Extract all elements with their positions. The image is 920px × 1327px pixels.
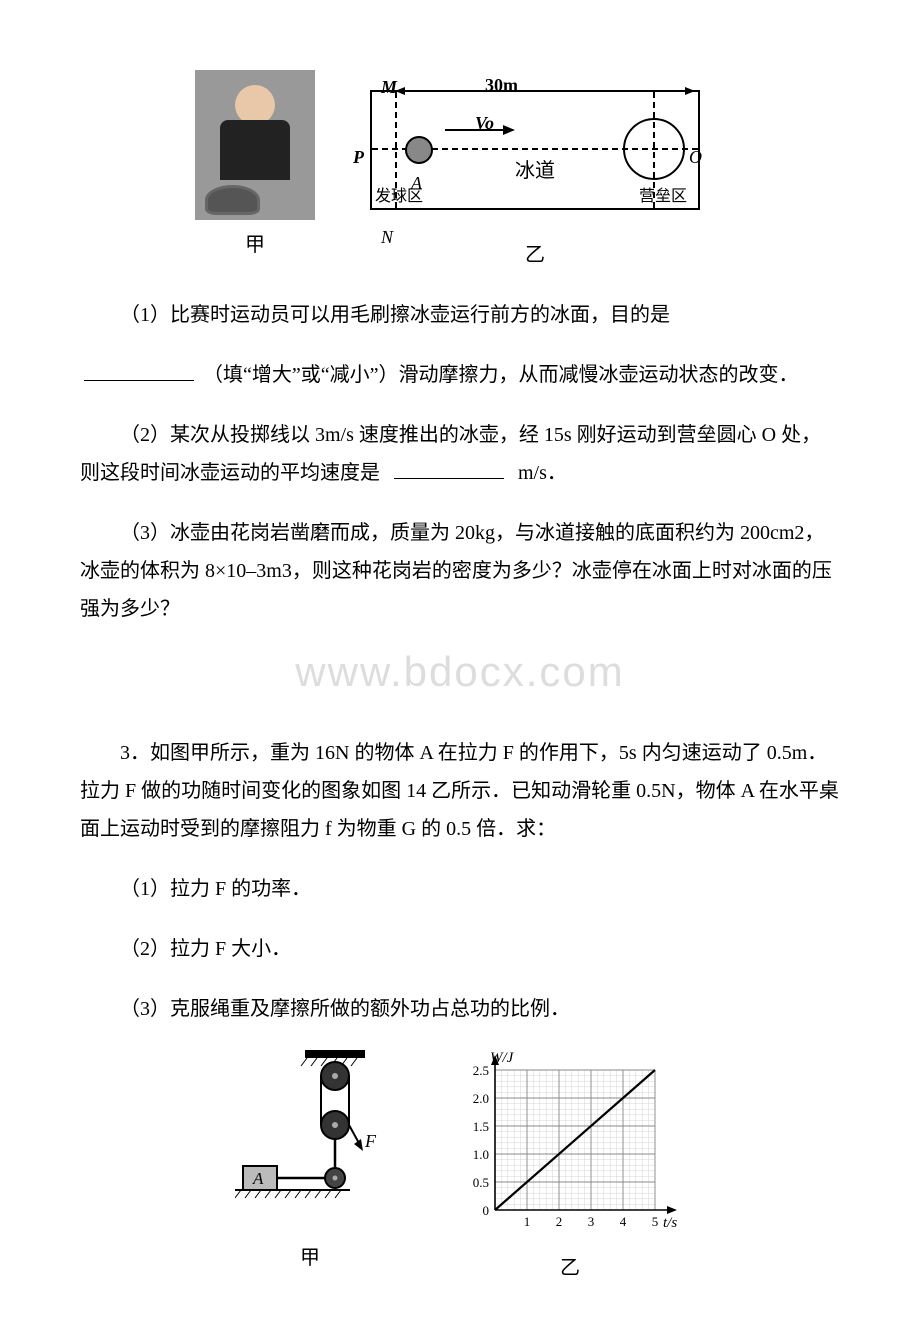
svg-text:1.5: 1.5 [473, 1119, 489, 1134]
work-time-graph: W/J 00.51.01.52.02.5 12345 t/s [455, 1050, 685, 1230]
label-o: O [689, 140, 702, 174]
pulley-diagram: F A [235, 1050, 385, 1220]
curling-stone-icon [405, 136, 433, 164]
ice-track-text: 冰道 [515, 152, 555, 190]
svg-text:4: 4 [620, 1214, 627, 1229]
q2-p2-unit: m/s． [518, 462, 567, 484]
svg-text:2.0: 2.0 [473, 1091, 489, 1106]
camp-text: 营垒区 [639, 182, 687, 212]
pulley-column: F A 甲 [235, 1050, 385, 1277]
caption-yi: 乙 [345, 236, 725, 274]
x-axis-label: t/s [663, 1215, 677, 1230]
watermark-text: www.bdocx.com [80, 632, 840, 712]
svg-text:2.5: 2.5 [473, 1063, 489, 1078]
label-f: F [364, 1131, 377, 1151]
photo-column: 甲 [195, 70, 315, 264]
diagram-column: 30m M N P A Vo O 冰道 发球区 营垒区 乙 [345, 70, 725, 274]
label-a2: A [252, 1169, 264, 1188]
svg-text:0.5: 0.5 [473, 1175, 489, 1190]
figure-2: F A 甲 W/J 00.51.01.52.02.5 12345 t/s 乙 [80, 1050, 840, 1287]
caption-jia-2: 甲 [235, 1239, 385, 1277]
label-p: P [353, 140, 364, 174]
caption-yi-2: 乙 [455, 1249, 685, 1287]
svg-text:2: 2 [556, 1214, 563, 1229]
q3-part2: （2）拉力 F 大小． [80, 930, 840, 968]
graph-column: W/J 00.51.01.52.02.5 12345 t/s 乙 [455, 1050, 685, 1287]
athlete-photo [195, 70, 315, 220]
launch-text: 发球区 [375, 182, 423, 212]
q3-stem: 3．如图甲所示，重为 16N 的物体 A 在拉力 F 的作用下，5s 内匀速运动… [80, 734, 840, 848]
blank-2 [394, 457, 504, 479]
svg-text:0: 0 [483, 1203, 490, 1218]
target-ring [623, 118, 685, 180]
svg-text:5: 5 [652, 1214, 659, 1229]
q2-part3: （3）冰壶由花岗岩凿磨而成，质量为 20kg，与冰道接触的底面积约为 200cm… [80, 514, 840, 628]
svg-text:1.0: 1.0 [473, 1147, 489, 1162]
q3-part1: （1）拉力 F 的功率． [80, 870, 840, 908]
figure-1: 甲 30m M N P A Vo O 冰道 发球区 营垒区 乙 [80, 70, 840, 274]
q3-part3: （3）克服绳重及摩擦所做的额外功占总功的比例． [80, 990, 840, 1028]
q2-p1-hint: （填“增大”或“减小”）滑动摩擦力，从而减慢冰壶运动状态的改变． [203, 364, 799, 386]
q2-part2: （2）某次从投掷线以 3m/s 速度推出的冰壶，经 15s 刚好运动到营垒圆心 … [80, 416, 840, 492]
q2-p1-prefix: （1）比赛时运动员可以用毛刷擦冰壶运行前方的冰面，目的是 [120, 304, 670, 326]
blank-1 [84, 359, 194, 381]
ice-track-diagram: 30m M N P A Vo O 冰道 发球区 营垒区 [345, 70, 725, 230]
caption-jia: 甲 [195, 226, 315, 264]
svg-text:1: 1 [524, 1214, 531, 1229]
q2-part1-cont: （填“增大”或“减小”）滑动摩擦力，从而减慢冰壶运动状态的改变． [80, 356, 840, 394]
q2-part1: （1）比赛时运动员可以用毛刷擦冰壶运行前方的冰面，目的是 [80, 296, 840, 334]
svg-text:3: 3 [588, 1214, 595, 1229]
label-n: N [381, 220, 393, 254]
